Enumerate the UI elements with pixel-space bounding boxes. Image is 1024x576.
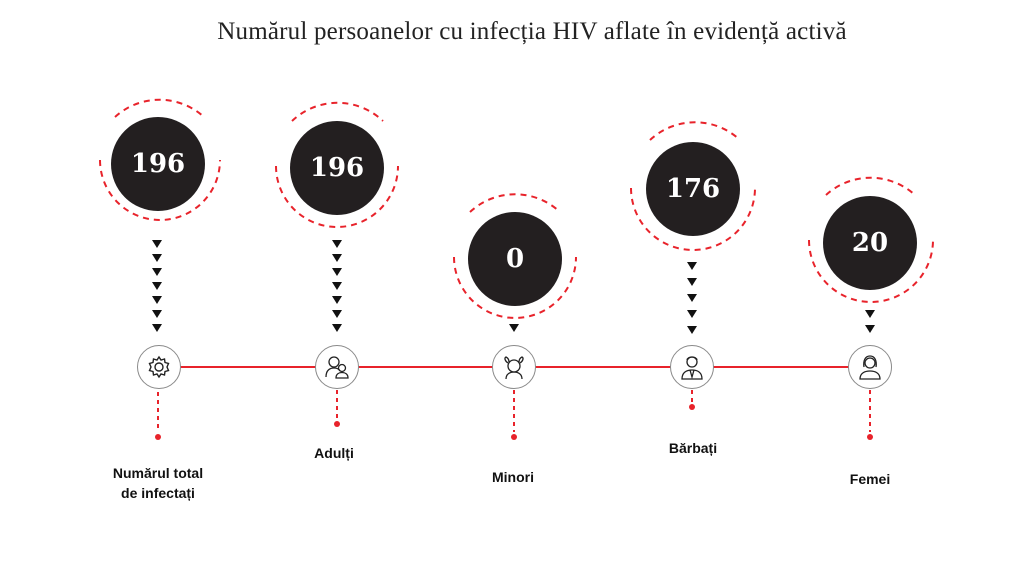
dashed-arc-bottom bbox=[99, 159, 221, 221]
label-line: de infectați bbox=[121, 485, 195, 501]
drop-dot bbox=[334, 421, 340, 427]
label-women: Femei bbox=[790, 469, 950, 489]
value-circle-adults: 196 bbox=[290, 121, 384, 215]
node-men bbox=[670, 345, 714, 389]
adults-icon bbox=[325, 356, 349, 379]
label-men: Bărbați bbox=[613, 438, 773, 458]
arrow-chain bbox=[865, 310, 875, 333]
dashed-arc-bottom bbox=[630, 187, 756, 251]
label-minors: Minori bbox=[433, 467, 593, 487]
arrow-chain bbox=[152, 240, 162, 332]
drop-dot bbox=[867, 434, 873, 440]
girl-icon bbox=[504, 356, 524, 380]
value-text: 196 bbox=[130, 149, 186, 179]
dashed-arc-bottom bbox=[808, 239, 934, 303]
label-line: Minori bbox=[492, 469, 534, 485]
node-women bbox=[848, 345, 892, 389]
value-circle-women: 20 bbox=[823, 196, 917, 290]
dashed-arc-bottom bbox=[453, 256, 577, 319]
label-line: Femei bbox=[849, 471, 891, 487]
node-minors bbox=[492, 345, 536, 389]
arrow-chain bbox=[509, 324, 519, 332]
value-circle-minors: 0 bbox=[468, 212, 562, 306]
dashed-arc-top bbox=[469, 193, 561, 213]
label-adults: Adulți bbox=[254, 443, 414, 463]
label-total: Numărul total de infectați bbox=[78, 463, 238, 503]
node-total bbox=[137, 345, 181, 389]
value-circle-men: 176 bbox=[646, 142, 740, 236]
node-adults bbox=[315, 345, 359, 389]
woman-icon bbox=[859, 355, 881, 380]
value-text: 20 bbox=[851, 228, 889, 258]
drop-dot bbox=[689, 404, 695, 410]
page-title: Numărul persoanelor cu infecția HIV afla… bbox=[217, 18, 847, 45]
value-text: 176 bbox=[665, 174, 721, 204]
label-line: Bărbați bbox=[668, 440, 718, 456]
man-icon bbox=[681, 356, 703, 380]
dashed-arc-top bbox=[114, 98, 205, 118]
dashed-arc-bottom bbox=[275, 165, 399, 228]
drop-dot bbox=[511, 434, 517, 440]
label-line: Numărul total bbox=[112, 465, 204, 481]
value-text: 0 bbox=[505, 244, 525, 274]
arrow-chain bbox=[687, 262, 697, 334]
dashed-arc-top bbox=[825, 176, 916, 196]
dashed-arc-top bbox=[291, 101, 384, 122]
value-text: 196 bbox=[309, 153, 365, 183]
label-line: Adulți bbox=[314, 445, 354, 461]
gear-icon bbox=[148, 355, 170, 379]
value-circle-total: 196 bbox=[111, 117, 205, 211]
dashed-arc-top bbox=[649, 121, 741, 141]
drop-dot bbox=[155, 434, 161, 440]
arrow-chain bbox=[332, 240, 342, 332]
